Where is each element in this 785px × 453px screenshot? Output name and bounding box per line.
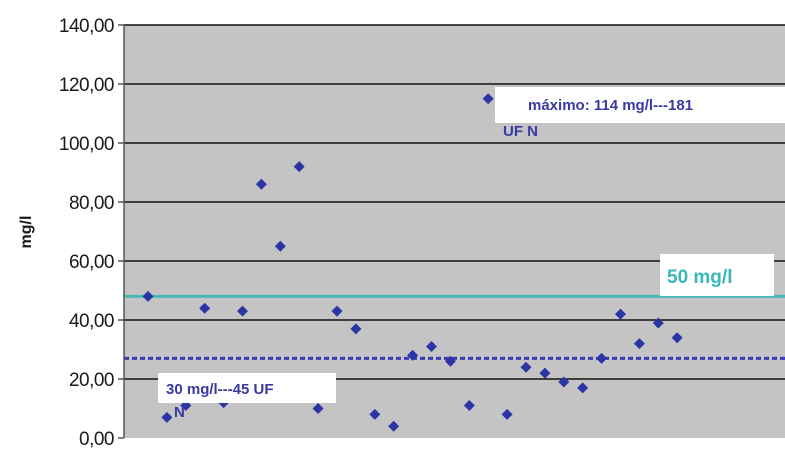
ref-label-30-line1: 30 mg/l---45 UF bbox=[166, 381, 274, 398]
data-point bbox=[539, 367, 551, 379]
y-tick-label: 40,00 bbox=[69, 311, 114, 332]
y-tick-label: 140,00 bbox=[59, 16, 114, 37]
data-point bbox=[161, 411, 173, 423]
y-tick-label: 80,00 bbox=[69, 193, 114, 214]
data-point bbox=[388, 420, 400, 432]
data-point bbox=[444, 355, 456, 367]
data-point bbox=[463, 400, 475, 412]
data-point bbox=[237, 305, 248, 317]
y-tick-label: 120,00 bbox=[59, 75, 114, 96]
y-tick-label: 0,00 bbox=[79, 429, 114, 448]
data-point bbox=[369, 408, 381, 420]
data-point bbox=[596, 352, 608, 364]
data-point bbox=[520, 361, 532, 373]
data-point bbox=[350, 323, 362, 335]
max-annotation: máximo: 114 mg/l---181 UF N bbox=[495, 87, 785, 140]
y-axis-ticks: 0,00 20,00 40,00 60,00 80,00 100,00 120,00 140,… bbox=[59, 16, 124, 450]
data-point bbox=[671, 332, 683, 344]
y-tick-label: 60,00 bbox=[69, 252, 114, 273]
data-point bbox=[142, 290, 154, 302]
ref-label-50: 50 mg/l bbox=[660, 254, 774, 296]
data-point bbox=[633, 338, 645, 350]
data-point bbox=[615, 308, 626, 320]
y-tick-label: 20,00 bbox=[69, 370, 114, 391]
data-point bbox=[293, 161, 305, 173]
data-point bbox=[501, 408, 513, 420]
ref-label-30-line2: N bbox=[174, 404, 185, 421]
y-tick-label: 100,00 bbox=[59, 134, 114, 155]
max-annotation-line1: máximo: 114 mg/l---181 bbox=[528, 97, 693, 114]
max-annotation-line2: UF N bbox=[503, 123, 538, 140]
data-point bbox=[652, 317, 664, 329]
data-point bbox=[482, 93, 494, 105]
y-axis-title: mg/l bbox=[18, 216, 35, 249]
ref-label-30: 30 mg/l---45 UF N bbox=[158, 373, 336, 421]
data-point bbox=[274, 240, 286, 252]
data-point bbox=[426, 341, 437, 353]
data-point bbox=[312, 403, 324, 414]
data-point bbox=[558, 376, 570, 388]
reference-lines bbox=[124, 294, 785, 360]
data-point bbox=[255, 178, 267, 190]
ref-label-50-text: 50 mg/l bbox=[667, 267, 732, 288]
data-point bbox=[331, 305, 343, 317]
data-point bbox=[407, 349, 419, 361]
data-point bbox=[199, 302, 211, 314]
data-point bbox=[577, 382, 589, 394]
